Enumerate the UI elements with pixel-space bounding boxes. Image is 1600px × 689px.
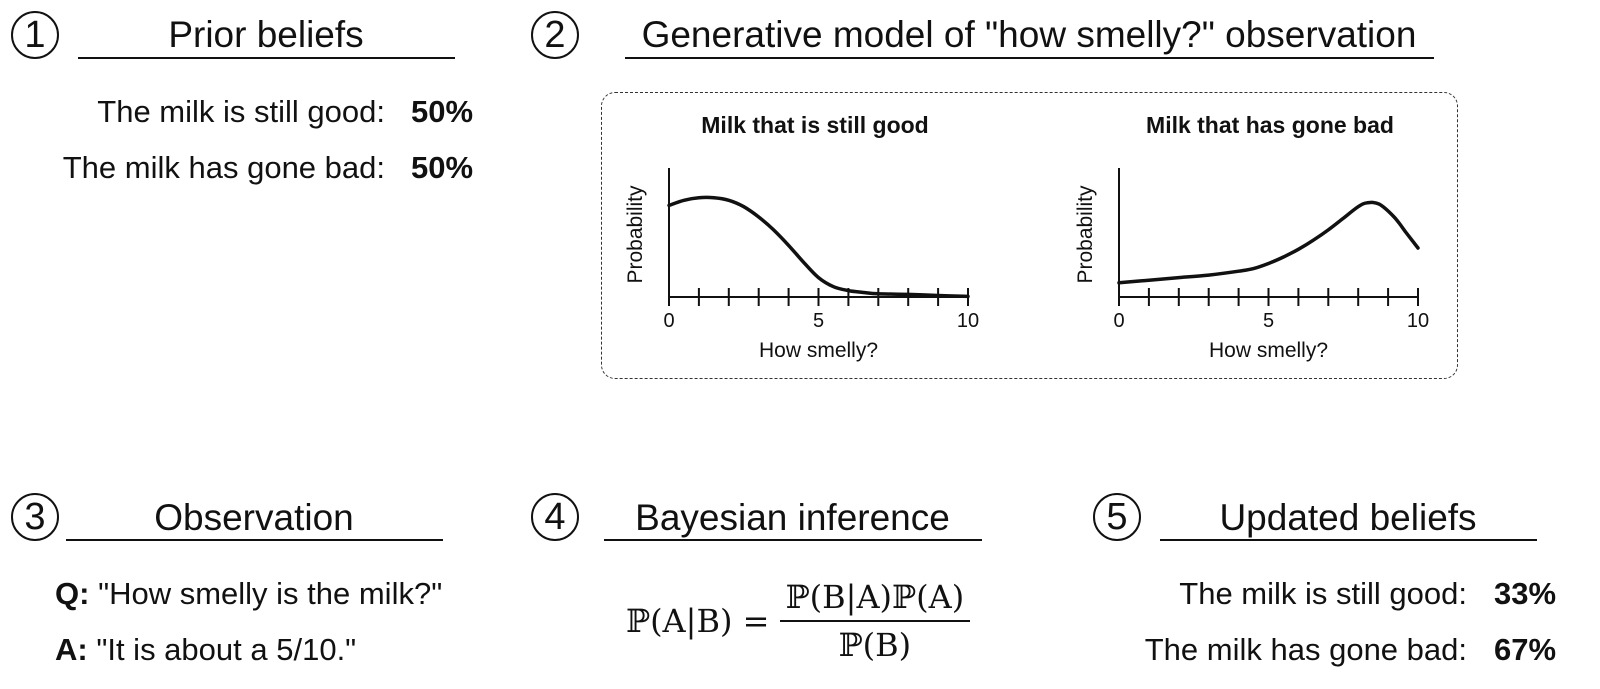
updated-bad-value: 67% [1494, 632, 1557, 667]
step-number-4: 4 [531, 493, 579, 541]
observation-heading-rule [66, 539, 443, 541]
bad-probability-curve [1117, 200, 1420, 285]
prior-bad-value: 50% [411, 150, 474, 185]
good-x-axis-label: How smelly? [759, 339, 878, 362]
step-number-5: 5 [1093, 493, 1141, 541]
formula-denominator: ℙ(B) [838, 626, 912, 664]
step-number-1: 1 [11, 11, 59, 59]
formula-numerator: ℙ(B|A)ℙ(A) [779, 578, 971, 622]
chart-bad-title: Milk that has gone bad [1146, 112, 1394, 138]
good-y-axis-label: Probability [624, 185, 647, 284]
prior-beliefs-heading: Prior beliefs [168, 14, 364, 55]
bad-tick-label-5: 5 [1263, 310, 1274, 332]
step-number-3: 3 [11, 493, 59, 541]
formula-lhs: ℙ(A|B) = [626, 602, 770, 640]
bad-y-axis-label: Probability [1074, 185, 1097, 284]
step-number-2: 2 [531, 11, 579, 59]
answer-text: "It is about a 5/10." [96, 632, 357, 667]
updated-bad-label: The milk has gone bad: [1144, 632, 1467, 667]
updated-good-value: 33% [1494, 576, 1557, 611]
generative-model-heading: Generative model of "how smelly?" observ… [641, 14, 1417, 55]
answer-key: A: [55, 632, 88, 667]
observation-question: Q: "How smelly is the milk?" [55, 578, 442, 609]
good-tick-label-10: 10 [957, 310, 979, 332]
generative-heading-rule [625, 57, 1434, 59]
bayes-formula: ℙ(A|B) = ℙ(B|A)ℙ(A) ℙ(B) [626, 578, 971, 664]
good-probability-curve [667, 195, 970, 299]
prior-bad-label: The milk has gone bad: [62, 150, 385, 185]
chart-good-title: Milk that is still good [701, 112, 929, 138]
observation-heading: Observation [154, 497, 354, 538]
updated-beliefs-heading: Updated beliefs [1219, 497, 1477, 538]
question-text: "How smelly is the milk?" [98, 576, 443, 611]
prior-good-label: The milk is still good: [97, 94, 385, 129]
bad-tick-label-10: 10 [1407, 310, 1429, 332]
generative-model-panel [601, 92, 1458, 379]
updated-good-label: The milk is still good: [1179, 576, 1467, 611]
good-tick-label-0: 0 [663, 310, 674, 332]
formula-fraction: ℙ(B|A)ℙ(A) ℙ(B) [779, 578, 971, 664]
bayesian-inference-heading: Bayesian inference [635, 497, 950, 538]
observation-answer: A: "It is about a 5/10." [55, 634, 356, 665]
question-key: Q: [55, 576, 90, 611]
bad-x-axis-label: How smelly? [1209, 339, 1328, 362]
bad-tick-label-0: 0 [1113, 310, 1124, 332]
good-tick-label-5: 5 [813, 310, 824, 332]
inference-heading-rule [604, 539, 982, 541]
updated-heading-rule [1160, 539, 1537, 541]
prior-heading-rule [78, 57, 455, 59]
prior-good-value: 50% [411, 94, 474, 129]
